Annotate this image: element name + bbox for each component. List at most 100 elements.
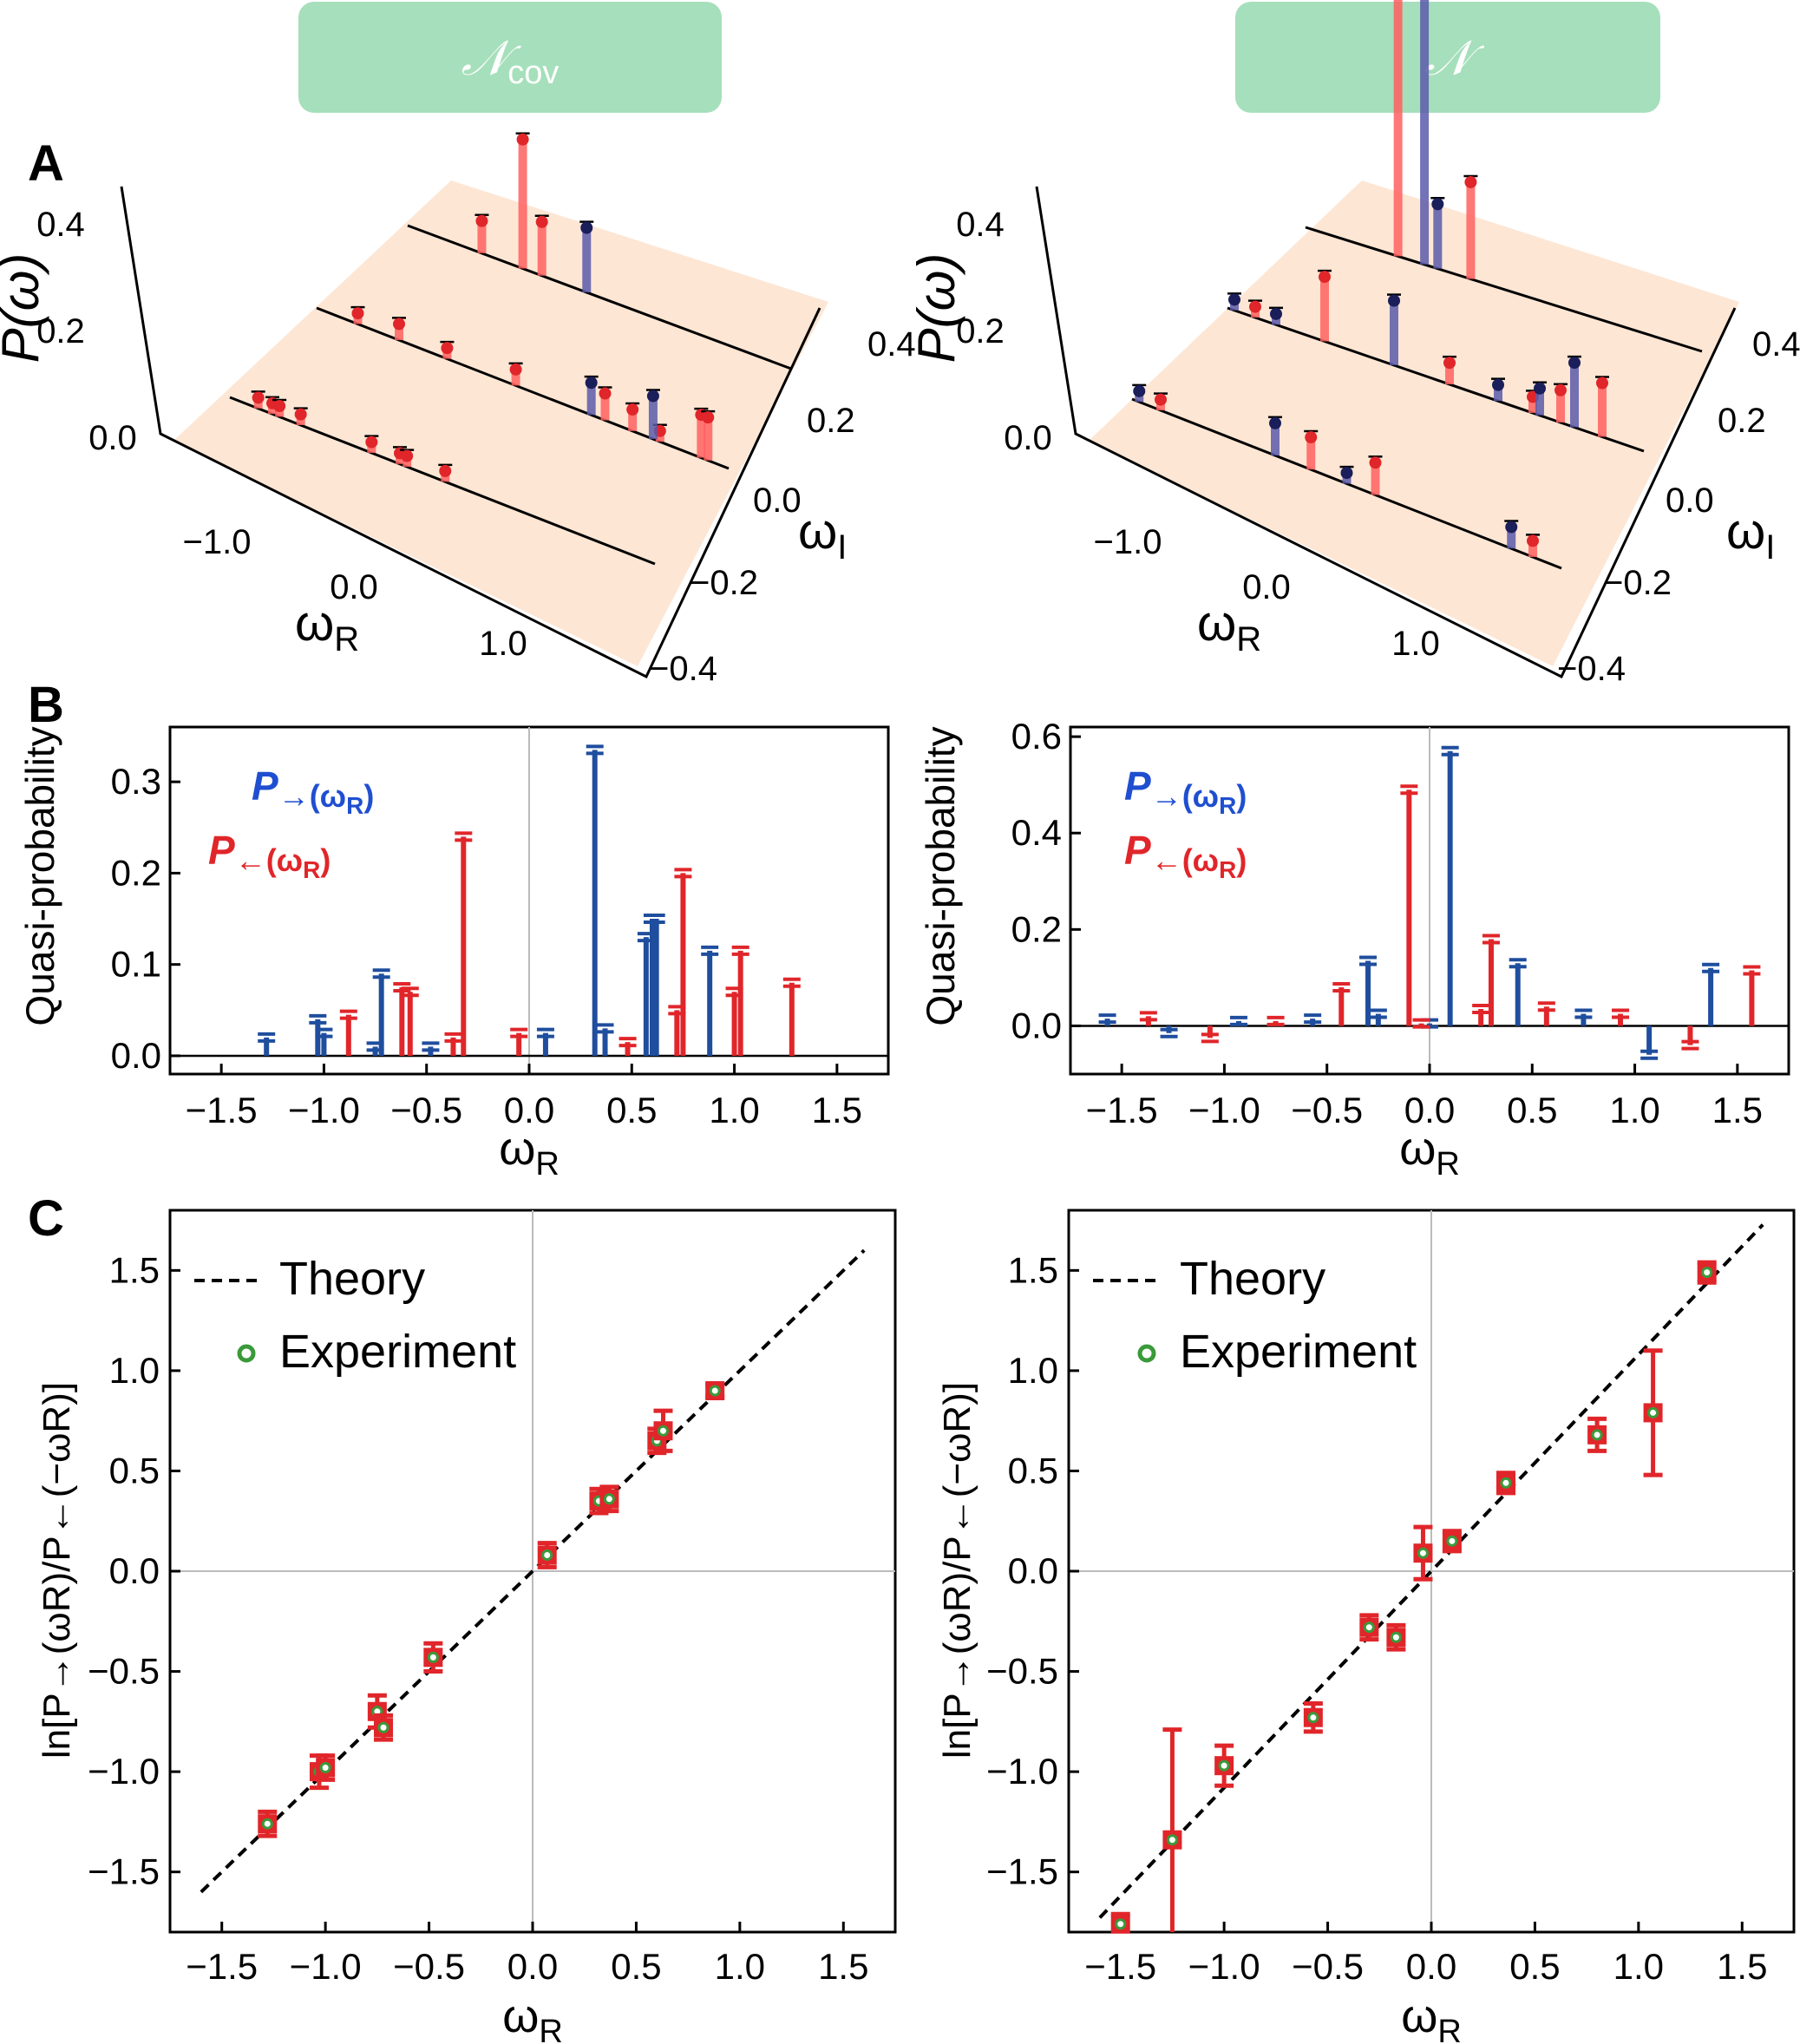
y-tick-label: 0.0 <box>109 1550 160 1591</box>
y-tick-label: 1.0 <box>109 1350 160 1391</box>
x-tick-label: 1.5 <box>812 1090 862 1130</box>
x-tick-label: 1.5 <box>1712 1090 1763 1130</box>
y-tick-label: 0.0 <box>1008 1550 1058 1591</box>
stem-marker <box>702 411 715 424</box>
experiment-point <box>1446 1535 1458 1547</box>
y-tick-label: 0.1 <box>111 944 161 985</box>
y-tick-label: 0.0 <box>1011 1005 1062 1045</box>
ztick-label: 0.4 <box>36 206 85 244</box>
stem-marker <box>599 387 612 400</box>
legend-experiment: Experiment <box>279 1326 516 1378</box>
xtick-label: 1.0 <box>1391 625 1440 663</box>
ylabel-a-left: ωI <box>798 503 847 567</box>
panel-label-a: A <box>28 135 64 192</box>
ytick-label: −0.2 <box>690 564 758 602</box>
experiment-point <box>1363 1621 1375 1634</box>
stem-marker <box>441 342 454 355</box>
x-tick-label: 0.0 <box>1406 1946 1456 1987</box>
x-tick-label: −1.5 <box>186 1090 258 1130</box>
x-tick-label: −1.0 <box>1188 1090 1260 1130</box>
stem-marker <box>626 403 639 416</box>
panel-a-right: 0.4 0.2 0.0 P(ω) −1.0 0.0 1.0 ωR 0.4 0.2… <box>907 0 1801 688</box>
stem-marker <box>1369 456 1382 469</box>
ytick-label: 0.0 <box>753 482 802 520</box>
x-tick-label: −1.0 <box>288 1090 360 1130</box>
experiment-point <box>1166 1834 1178 1846</box>
stem-marker <box>1527 534 1539 547</box>
x-tick-label: 1.5 <box>818 1946 868 1987</box>
stem-marker <box>580 221 593 234</box>
stem-marker <box>475 214 488 227</box>
zlabel-a-right: P(ω) <box>907 253 965 364</box>
experiment-point <box>541 1549 553 1562</box>
y-tick-label: 1.5 <box>109 1249 160 1290</box>
experiment-point <box>1591 1429 1603 1441</box>
stem-marker <box>294 408 307 421</box>
stem-marker <box>1319 271 1331 284</box>
ylabel-a-right: ωI <box>1726 503 1775 567</box>
xtick-label: 1.0 <box>479 625 527 663</box>
ylabel-c-right: ln[P→(ωR)/P←(−ωR)] <box>936 1382 978 1759</box>
x-tick-label: 0.5 <box>606 1090 657 1130</box>
y-tick-label: 1.5 <box>1008 1249 1058 1290</box>
panel-c-left: Theory Experiment ln[P→(ωR)/P←(−ωR)] ωR … <box>36 1209 897 2044</box>
ytick-label: −0.2 <box>1603 564 1672 602</box>
ytick-label: 0.4 <box>1752 325 1801 364</box>
experiment-point <box>657 1425 669 1437</box>
stem-marker <box>273 400 286 412</box>
stem-marker <box>1534 382 1546 395</box>
x-tick-label: −1.0 <box>290 1946 362 1987</box>
stem-marker <box>1249 300 1261 313</box>
stem-marker <box>1228 293 1240 306</box>
stem-marker <box>1388 294 1400 307</box>
legend-theory: Theory <box>279 1253 425 1305</box>
stem-marker <box>1443 357 1456 370</box>
xtick-label: −1.0 <box>183 523 252 561</box>
x-tick-label: 0.0 <box>507 1946 558 1987</box>
legend-experiment-marker <box>237 1344 256 1363</box>
x-tick-label: 0.0 <box>504 1090 554 1130</box>
y-tick-label: −0.5 <box>986 1651 1058 1692</box>
y-tick-label: −0.5 <box>88 1651 160 1692</box>
panel-label-c: C <box>28 1190 64 1247</box>
stem-marker <box>393 318 405 331</box>
experiment-point <box>1390 1631 1402 1643</box>
stem-marker <box>1568 357 1581 370</box>
xlabel-b-left: ωR <box>499 1123 560 1183</box>
ytick-label: 0.4 <box>867 325 916 364</box>
stem-marker <box>1305 431 1318 444</box>
stems-a-right <box>1132 0 1609 557</box>
ylabel-b-left: Quasi-probability <box>17 726 62 1025</box>
stem-marker <box>1492 378 1504 391</box>
y-tick-label: 0.6 <box>1011 716 1062 757</box>
x-tick-label: 1.0 <box>1613 1946 1664 1987</box>
legend-backward: P←(ωR) <box>208 828 331 883</box>
experiment-point <box>603 1493 615 1505</box>
x-tick-label: −0.5 <box>390 1090 462 1130</box>
ztick-label: 0.2 <box>956 312 1005 350</box>
y-tick-label: −1.0 <box>986 1751 1058 1792</box>
stem-marker <box>516 133 529 146</box>
experiment-point <box>1218 1759 1230 1772</box>
panel-b-left: P→(ωR) P←(ωR) Quasi-probability ωR −1.5−… <box>17 725 890 1183</box>
x-tick-label: 1.0 <box>709 1090 759 1130</box>
stem-marker <box>1505 521 1518 534</box>
stems-a-left <box>251 132 716 482</box>
x-tick-label: 0.0 <box>1404 1090 1455 1130</box>
xlabel-a-left: ωR <box>295 595 359 658</box>
xtick-label: 0.0 <box>330 568 378 606</box>
y-tick-label: 0.0 <box>111 1035 161 1076</box>
stem-marker <box>1464 175 1477 188</box>
x-tick-label: −1.0 <box>1188 1946 1260 1987</box>
stem-marker <box>509 363 522 376</box>
legend-theory: Theory <box>1180 1253 1325 1305</box>
panel-label-b: B <box>28 677 64 733</box>
panel-c-right: Theory Experiment ln[P→(ωR)/P←(−ωR)] ωR … <box>936 1209 1796 2044</box>
header-left-box <box>298 2 722 113</box>
x-tick-label: 1.0 <box>715 1946 765 1987</box>
ytick-label: −0.4 <box>1557 650 1626 688</box>
axes-frame-a-right <box>1035 186 1737 679</box>
x-tick-label: −0.5 <box>393 1946 465 1987</box>
x-tick-label: 1.0 <box>1609 1090 1659 1130</box>
